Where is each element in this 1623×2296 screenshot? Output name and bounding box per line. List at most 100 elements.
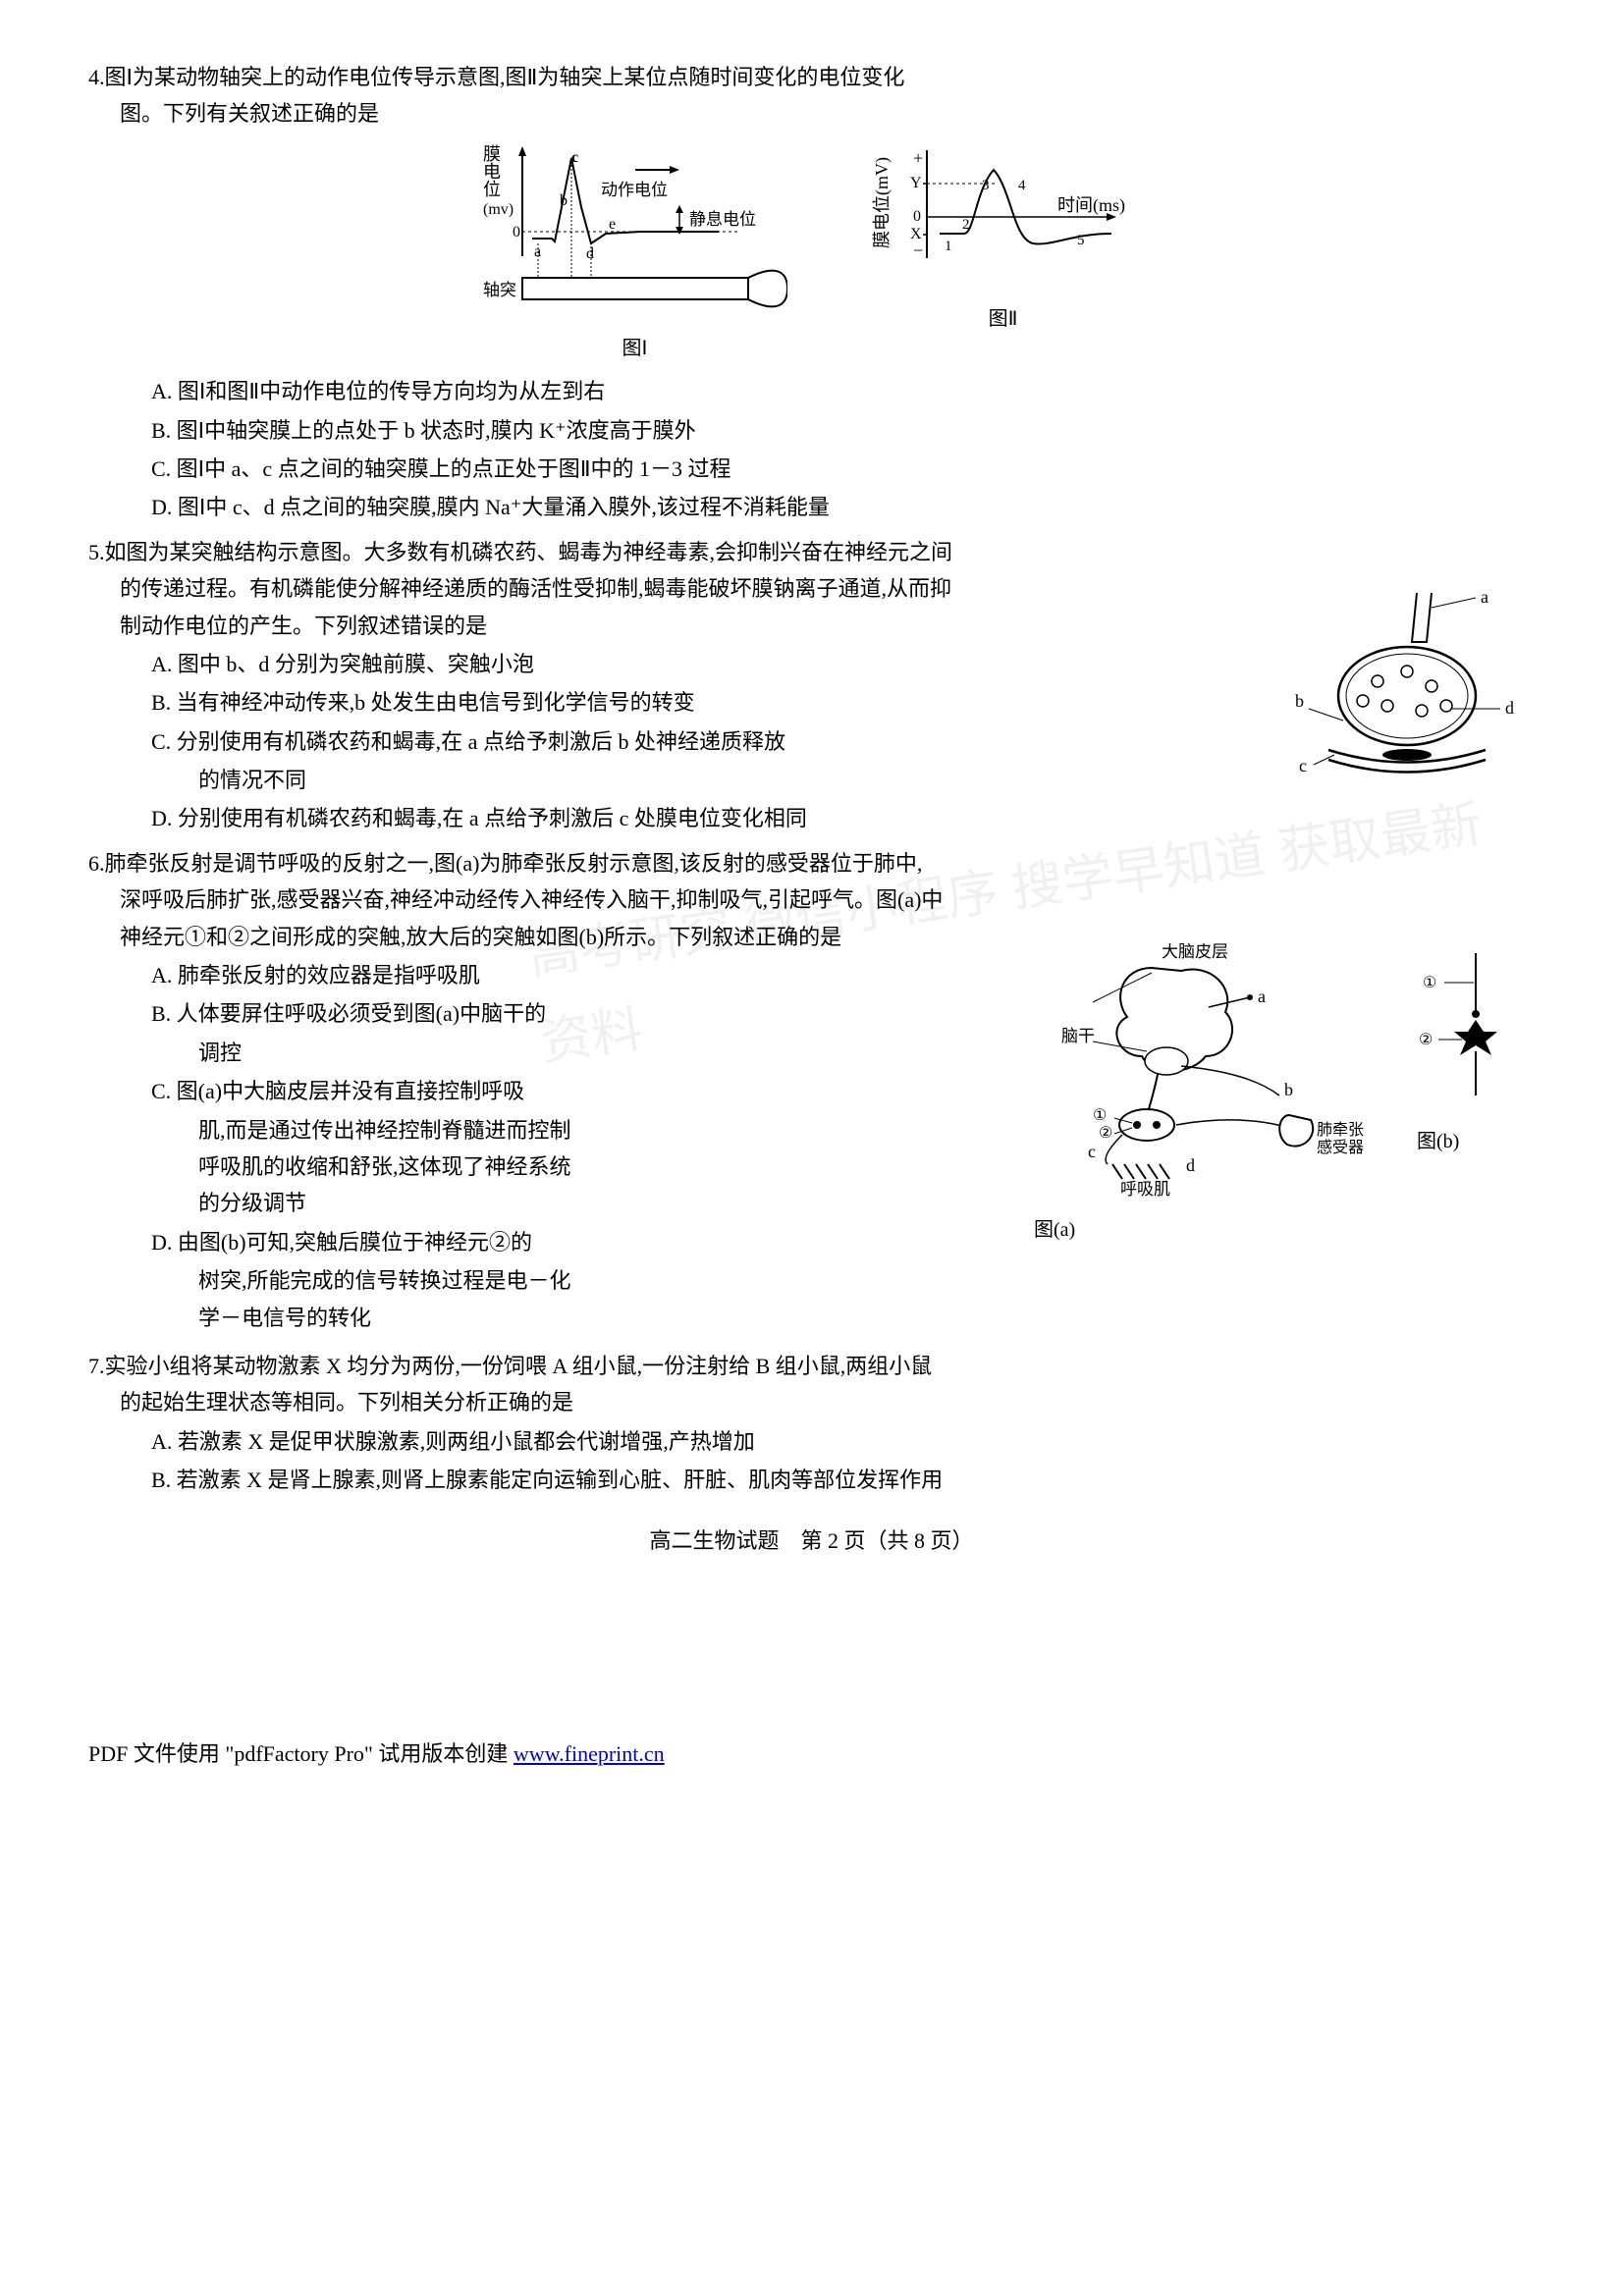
q6-option-c-line4: 的分级调节 [198,1185,846,1221]
svg-text:肺牵张: 肺牵张 [1317,1121,1364,1139]
svg-text:时间(ms): 时间(ms) [1057,195,1125,216]
q4-option-a: A. 图Ⅰ和图Ⅱ中动作电位的传导方向均为从左到右 [151,373,1535,409]
svg-text:c: c [571,149,578,166]
q7-options: A. 若激素 X 是促甲状腺激素,则两组小鼠都会代谢增强,产热增加 B. 若激素… [151,1423,1535,1499]
page-footer: 高二生物试题 第 2 页（共 8 页） [88,1522,1535,1559]
svg-text:a: a [1258,987,1266,1006]
svg-text:+: + [913,148,923,168]
q6-figa-svg: 大脑皮层 脑干 a b ① [1034,943,1387,1199]
svg-text:2: 2 [962,217,970,233]
pdf-footer-line: PDF 文件使用 "pdfFactory Pro" 试用版本创建 www.fin… [88,1735,1535,1772]
q6-option-c-line2: 肌,而是通过传出神经控制脊髓进而控制 [198,1112,846,1148]
q7-stem-line2: 的起始生理状态等相同。下列相关分析正确的是 [120,1384,1535,1420]
q6-option-a: A. 肺牵张反射的效应器是指呼吸肌 [151,957,819,993]
q4-stem-line2: 图。下列有关叙述正确的是 [120,95,1535,132]
svg-text:b: b [560,192,568,209]
q6-option-d-line3: 学－电信号的转化 [198,1300,846,1336]
q7-option-a: A. 若激素 X 是促甲状腺激素,则两组小鼠都会代谢增强,产热增加 [151,1423,1535,1460]
q4-fig1-ylabel: 膜 [483,144,501,164]
q6-stem-line1: 6.肺牵张反射是调节呼吸的反射之一,图(a)为肺牵张反射示意图,该反射的感受器位… [88,845,1535,881]
q4-fig1-caption: 图Ⅰ [483,332,787,365]
q5-option-b: B. 当有神经冲动传来,b 处发生由电信号到化学信号的转变 [151,684,1055,721]
svg-text:电: 电 [483,162,501,182]
q6-option-d-line2: 树突,所能完成的信号转换过程是电－化 [198,1262,846,1299]
q4-stem-line1: 4.图Ⅰ为某动物轴突上的动作电位传导示意图,图Ⅱ为轴突上某位点随时间变化的电位变… [88,59,1535,95]
q6-figures: 大脑皮层 脑干 a b ① [1034,943,1535,1247]
q4-number: 4. [88,65,105,89]
svg-text:大脑皮层: 大脑皮层 [1162,943,1228,961]
svg-text:呼吸肌: 呼吸肌 [1120,1180,1170,1199]
svg-text:①: ① [1423,975,1436,991]
svg-text:a: a [1481,593,1488,607]
svg-text:动作电位: 动作电位 [601,181,668,199]
svg-text:②: ② [1099,1125,1112,1142]
q5-stem-text1: 如图为某突触结构示意图。大多数有机磷农药、蝎毒为神经毒素,会抑制兴奋在神经元之间 [105,540,953,564]
q6-option-c-line1: C. 图(a)中大脑皮层并没有直接控制呼吸 [151,1073,819,1109]
svg-text:(mv): (mv) [483,201,514,218]
q4-option-b: B. 图Ⅰ中轴突膜上的点处于 b 状态时,膜内 K⁺浓度高于膜外 [151,412,1535,449]
q5-fig-svg: a b c d [1279,593,1525,789]
q7-number: 7. [88,1354,105,1378]
question-6: 6.肺牵张反射是调节呼吸的反射之一,图(a)为肺牵张反射示意图,该反射的感受器位… [88,845,1535,1336]
q6-option-b-line1: B. 人体要屏住呼吸必须受到图(a)中脑干的 [151,995,819,1032]
svg-text:5: 5 [1077,233,1085,248]
q6-stem-text1: 肺牵张反射是调节呼吸的反射之一,图(a)为肺牵张反射示意图,该反射的感受器位于肺… [105,851,923,876]
svg-text:0: 0 [513,224,520,240]
q5-option-d: D. 分别使用有机磷农药和蝎毒,在 a 点给予刺激后 c 处膜电位变化相同 [151,800,1055,836]
svg-text:c: c [1299,756,1307,775]
pdf-footer-text: PDF 文件使用 "pdfFactory Pro" 试用版本创建 [88,1741,514,1766]
q6-number: 6. [88,851,105,876]
q6-figb-caption: 图(b) [1417,1125,1535,1158]
svg-text:1: 1 [945,239,952,254]
q4-stem-text1: 图Ⅰ为某动物轴突上的动作电位传导示意图,图Ⅱ为轴突上某位点随时间变化的电位变化 [105,65,905,89]
svg-text:−: − [913,240,923,260]
svg-text:d: d [1505,698,1514,718]
q4-figures: 膜 电 位 (mv) 0 a b c d e [88,140,1535,365]
svg-text:静息电位: 静息电位 [689,210,756,229]
q6-figb-svg: ① ② [1417,943,1535,1110]
q6-figa-caption: 图(a) [1034,1213,1387,1247]
q4-option-d: D. 图Ⅰ中 c、d 点之间的轴突膜,膜内 Na⁺大量涌入膜外,该过程不消耗能量 [151,489,1535,525]
q4-fig2-caption: 图Ⅱ [866,302,1141,336]
svg-text:d: d [586,245,594,262]
q4-fig2-svg: + Y 0 X − 膜电位(mV) 时间(ms) 1 [866,140,1141,288]
svg-text:脑干: 脑干 [1061,1027,1095,1045]
q5-option-c-line1: C. 分别使用有机磷农药和蝎毒,在 a 点给予刺激后 b 处神经递质释放 [151,723,1055,760]
q7-option-b: B. 若激素 X 是肾上腺素,则肾上腺素能定向运输到心脏、肝脏、肌肉等部位发挥作… [151,1462,1535,1498]
q6-option-c-line3: 呼吸肌的收缩和舒张,这体现了神经系统 [198,1148,846,1185]
q6-figure-a: 大脑皮层 脑干 a b ① [1034,943,1387,1247]
svg-text:b: b [1284,1080,1293,1099]
svg-text:轴突: 轴突 [483,281,516,299]
svg-text:d: d [1186,1155,1195,1175]
svg-text:Y: Y [910,175,922,191]
q7-stem-line1: 7.实验小组将某动物激素 X 均分为两份,一份饲喂 A 组小鼠,一份注射给 B … [88,1348,1535,1384]
q5-figure: a b c d [1279,593,1525,800]
question-5: 5.如图为某突触结构示意图。大多数有机磷农药、蝎毒为神经毒素,会抑制兴奋在神经元… [88,534,1535,837]
q4-figure-2: + Y 0 X − 膜电位(mV) 时间(ms) 1 [866,140,1141,365]
q5-option-a: A. 图中 b、d 分别为突触前膜、突触小泡 [151,646,1055,682]
q5-stem-line1: 5.如图为某突触结构示意图。大多数有机磷农药、蝎毒为神经毒素,会抑制兴奋在神经元… [88,534,1535,570]
svg-text:②: ② [1419,1032,1433,1048]
q6-option-b-line2: 调控 [198,1035,846,1071]
svg-text:膜电位(mV): 膜电位(mV) [872,157,893,248]
q4-figure-1: 膜 电 位 (mv) 0 a b c d e [483,140,787,365]
q4-fig1-svg: 膜 电 位 (mv) 0 a b c d e [483,140,787,317]
svg-text:①: ① [1093,1107,1107,1124]
svg-text:0: 0 [913,208,921,225]
svg-text:c: c [1088,1142,1096,1161]
question-4: 4.图Ⅰ为某动物轴突上的动作电位传导示意图,图Ⅱ为轴突上某位点随时间变化的电位变… [88,59,1535,526]
pdf-footer-link[interactable]: www.fineprint.cn [514,1741,665,1766]
q4-option-c: C. 图Ⅰ中 a、c 点之间的轴突膜上的点正处于图Ⅱ中的 1－3 过程 [151,451,1535,487]
svg-text:位: 位 [483,180,501,199]
svg-text:3: 3 [982,178,990,193]
q7-stem-text1: 实验小组将某动物激素 X 均分为两份,一份饲喂 A 组小鼠,一份注射给 B 组小… [105,1354,933,1378]
q6-stem-line2: 深呼吸后肺扩张,感受器兴奋,神经冲动经传入神经传入脑干,抑制吸气,引起呼气。图(… [120,881,1535,918]
question-7: 7.实验小组将某动物激素 X 均分为两份,一份饲喂 A 组小鼠,一份注射给 B … [88,1348,1535,1499]
svg-text:b: b [1295,691,1304,711]
q6-figure-b: ① ② 图(b) [1417,943,1535,1158]
svg-text:4: 4 [1018,178,1026,193]
q5-number: 5. [88,540,105,564]
svg-text:e: e [609,216,616,233]
svg-text:感受器: 感受器 [1317,1139,1364,1156]
q6-option-d-line1: D. 由图(b)可知,突触后膜位于神经元②的 [151,1224,819,1260]
